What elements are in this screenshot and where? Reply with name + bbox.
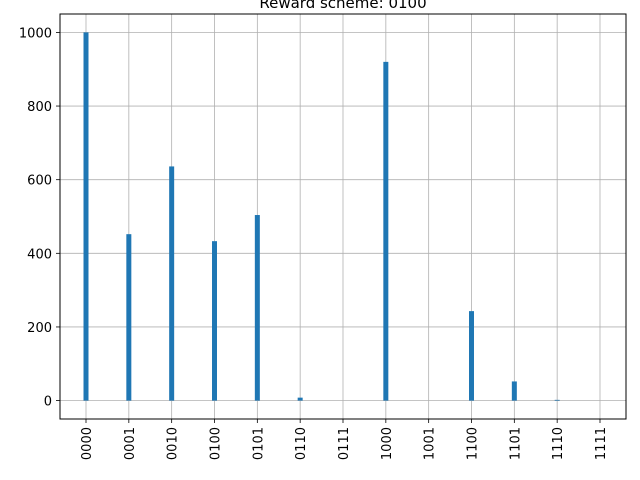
x-tick-label: 1110 xyxy=(551,427,566,460)
y-tick-label: 1000 xyxy=(19,26,52,41)
y-tick-label: 200 xyxy=(27,321,52,336)
chart-title: Reward scheme: 0100 xyxy=(259,0,426,12)
x-tick-label: 0001 xyxy=(123,427,138,460)
bars xyxy=(83,32,560,401)
bar-0110 xyxy=(297,397,303,401)
x-tick-label: 0111 xyxy=(337,427,352,460)
bar-1100 xyxy=(469,311,474,401)
bar-0000 xyxy=(83,32,89,401)
x-tick-label: 0110 xyxy=(294,427,309,460)
x-tick-label: 1101 xyxy=(508,427,523,460)
bar-1101 xyxy=(511,381,517,401)
x-tick-label: 0100 xyxy=(209,427,224,460)
y-tick-label: 600 xyxy=(27,174,52,189)
x-tick-label: 0010 xyxy=(166,427,181,460)
x-tick-label: 1001 xyxy=(423,427,438,460)
bar-1000 xyxy=(383,61,389,401)
x-tick-label: 0000 xyxy=(80,427,95,460)
y-tick-label: 800 xyxy=(27,100,52,115)
y-tick-label: 0 xyxy=(44,395,52,410)
y-axis: 0 200 400 600 800 1000 xyxy=(19,26,60,410)
x-axis: 0000 0001 0010 0100 0101 0110 0111 1000 1001 1100… xyxy=(80,419,609,460)
y-tick-label: 400 xyxy=(27,247,52,262)
bar-0100 xyxy=(212,241,217,401)
x-tick-label: 1111 xyxy=(594,427,609,460)
bar-1110 xyxy=(554,399,560,401)
x-tick-label: 0101 xyxy=(251,427,266,460)
grid-lines xyxy=(60,14,626,419)
x-tick-label: 1100 xyxy=(466,427,481,460)
bar-0101 xyxy=(254,215,260,401)
bar-0010 xyxy=(169,166,175,401)
bar-0001 xyxy=(126,234,132,401)
x-tick-label: 1000 xyxy=(380,427,395,460)
